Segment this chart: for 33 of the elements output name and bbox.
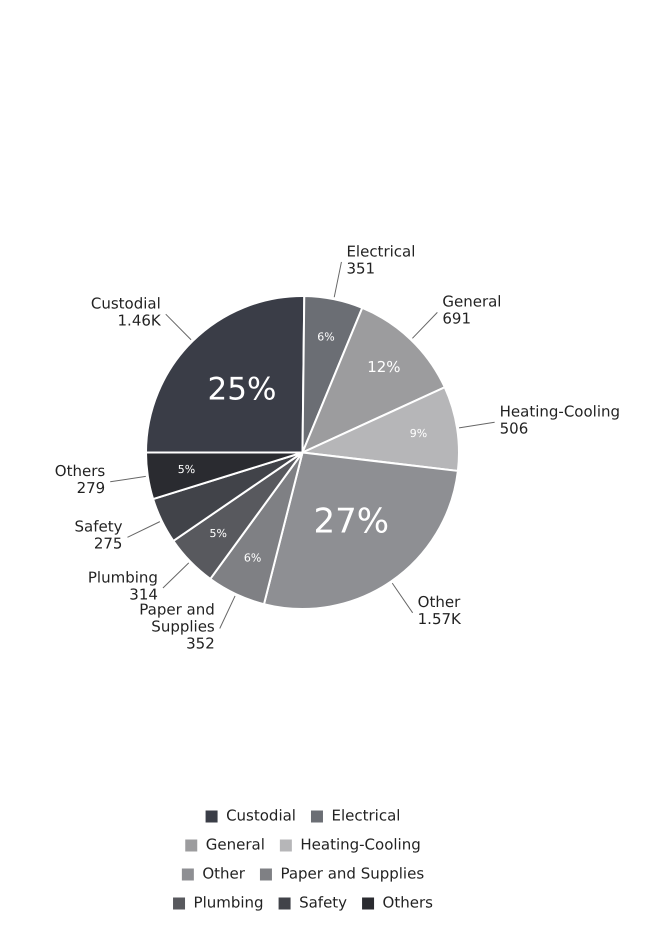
legend-label: Plumbing [194, 893, 264, 912]
legend-label: Others [382, 893, 434, 912]
slice-label: Other [418, 593, 462, 612]
legend-label: General [206, 835, 265, 854]
data-label: 351 [346, 259, 376, 278]
slice-label: Plumbing [88, 568, 158, 586]
legend-label: Custodial [226, 806, 296, 824]
legend-label: Paper and Supplies [280, 864, 424, 882]
slice-label: Custodial [90, 294, 161, 313]
text: 6% [244, 552, 262, 565]
text: 9% [410, 427, 428, 440]
slice-label: Safety [74, 518, 123, 536]
data-label: 1.46K [118, 312, 162, 330]
legend-label: Safety [299, 893, 348, 912]
data-label: 691 [442, 310, 471, 328]
data-label: 1.57K [418, 610, 462, 628]
data-label: 275 [94, 534, 122, 553]
legend-label: Other [202, 864, 246, 882]
text: 5% [178, 463, 196, 476]
slice-label: General [442, 292, 502, 311]
data-label: 279 [76, 479, 106, 498]
legend-label: Heating-Cooling [300, 835, 421, 854]
slice-label: Heating-Cooling [500, 402, 620, 421]
data-label: 352 [186, 634, 215, 652]
legend-label: Electrical [331, 806, 400, 824]
text: 25% [208, 371, 276, 408]
text: 6% [317, 330, 335, 344]
text: 5% [210, 527, 227, 540]
slice-label: Others [54, 462, 106, 480]
data-label: 506 [500, 420, 528, 438]
text: 12% [367, 358, 401, 376]
text: 27% [313, 501, 390, 542]
slice-label: Electrical [346, 242, 416, 260]
